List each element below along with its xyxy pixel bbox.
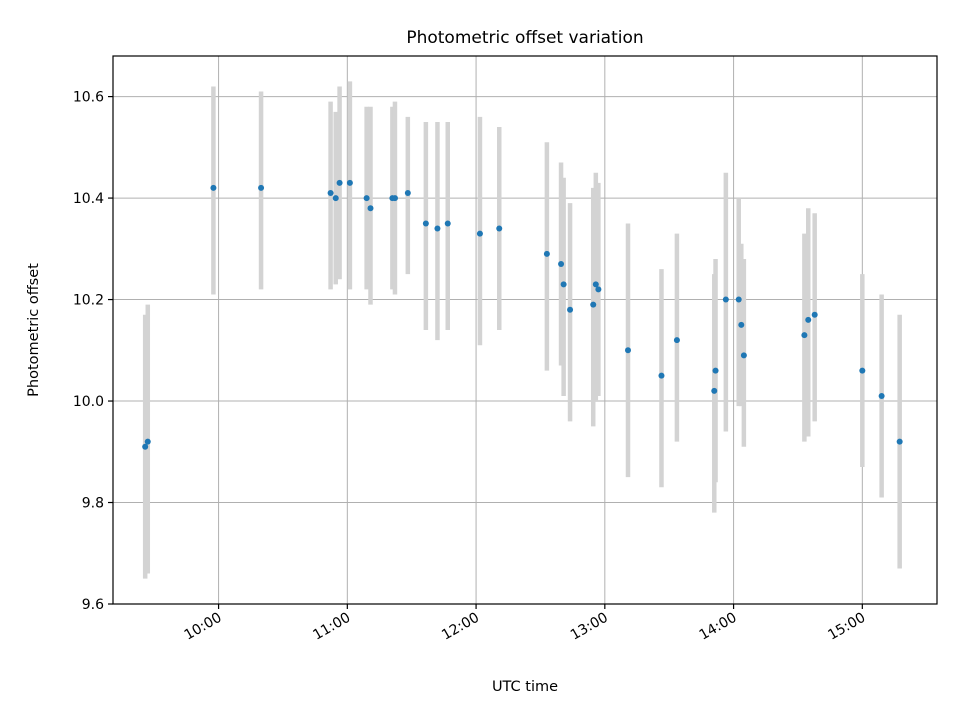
data-point <box>738 321 745 328</box>
data-point <box>722 296 729 303</box>
plot-frame <box>112 55 938 605</box>
y-tick-label: 9.6 <box>82 597 104 613</box>
data-point <box>332 195 339 202</box>
data-point <box>346 179 353 186</box>
data-point <box>404 190 411 196</box>
data-point <box>422 220 429 227</box>
errorbar-layer <box>142 81 902 579</box>
data-point <box>625 347 631 354</box>
data-point <box>567 306 574 313</box>
data-point <box>496 225 503 232</box>
chart-title: Photometric offset variation <box>406 28 643 48</box>
y-tick-label: 9.8 <box>82 496 104 512</box>
data-point <box>805 316 812 323</box>
data-point <box>590 301 597 308</box>
x-tick-label: 10:00 <box>182 610 225 644</box>
y-axis-label: Photometric offset <box>26 263 42 397</box>
data-point <box>801 332 808 339</box>
y-tick-label: 10.2 <box>73 293 104 309</box>
data-point <box>543 250 550 257</box>
data-point <box>367 205 374 212</box>
x-tick-label: 15:00 <box>825 610 868 644</box>
data-point <box>560 281 567 288</box>
data-point <box>258 184 265 191</box>
data-point <box>444 220 451 227</box>
data-point <box>476 230 483 237</box>
data-point <box>142 443 149 450</box>
x-tick-label: 11:00 <box>310 610 353 644</box>
data-point <box>363 195 370 202</box>
data-point <box>740 352 747 359</box>
y-tick-label: 10.4 <box>73 191 104 207</box>
data-point <box>592 281 599 288</box>
data-point <box>144 438 151 445</box>
data-point <box>673 337 680 344</box>
data-point <box>336 179 343 186</box>
tick-layer: 10:00 11:00 12:00 13:00 14:00 15:00 9.6 9.8 10.0… <box>73 90 868 644</box>
x-tick-label: 12:00 <box>439 610 482 644</box>
y-tick-label: 10.6 <box>73 90 104 106</box>
y-tick-label: 10.0 <box>73 394 104 410</box>
data-point <box>711 387 718 394</box>
point-layer <box>142 179 903 450</box>
data-point <box>595 286 602 293</box>
data-point <box>658 372 665 379</box>
data-point <box>558 261 565 268</box>
data-point <box>210 184 217 191</box>
data-point <box>391 195 398 202</box>
x-tick-label: 13:00 <box>568 610 611 644</box>
data-point <box>878 392 885 399</box>
data-point <box>811 311 818 318</box>
data-point <box>327 190 334 196</box>
x-axis-label: UTC time <box>492 679 558 695</box>
x-tick-label: 14:00 <box>697 610 740 644</box>
data-point <box>434 225 441 232</box>
data-point <box>896 438 903 445</box>
data-point <box>859 367 866 374</box>
data-point <box>712 367 719 374</box>
data-point <box>735 296 742 303</box>
